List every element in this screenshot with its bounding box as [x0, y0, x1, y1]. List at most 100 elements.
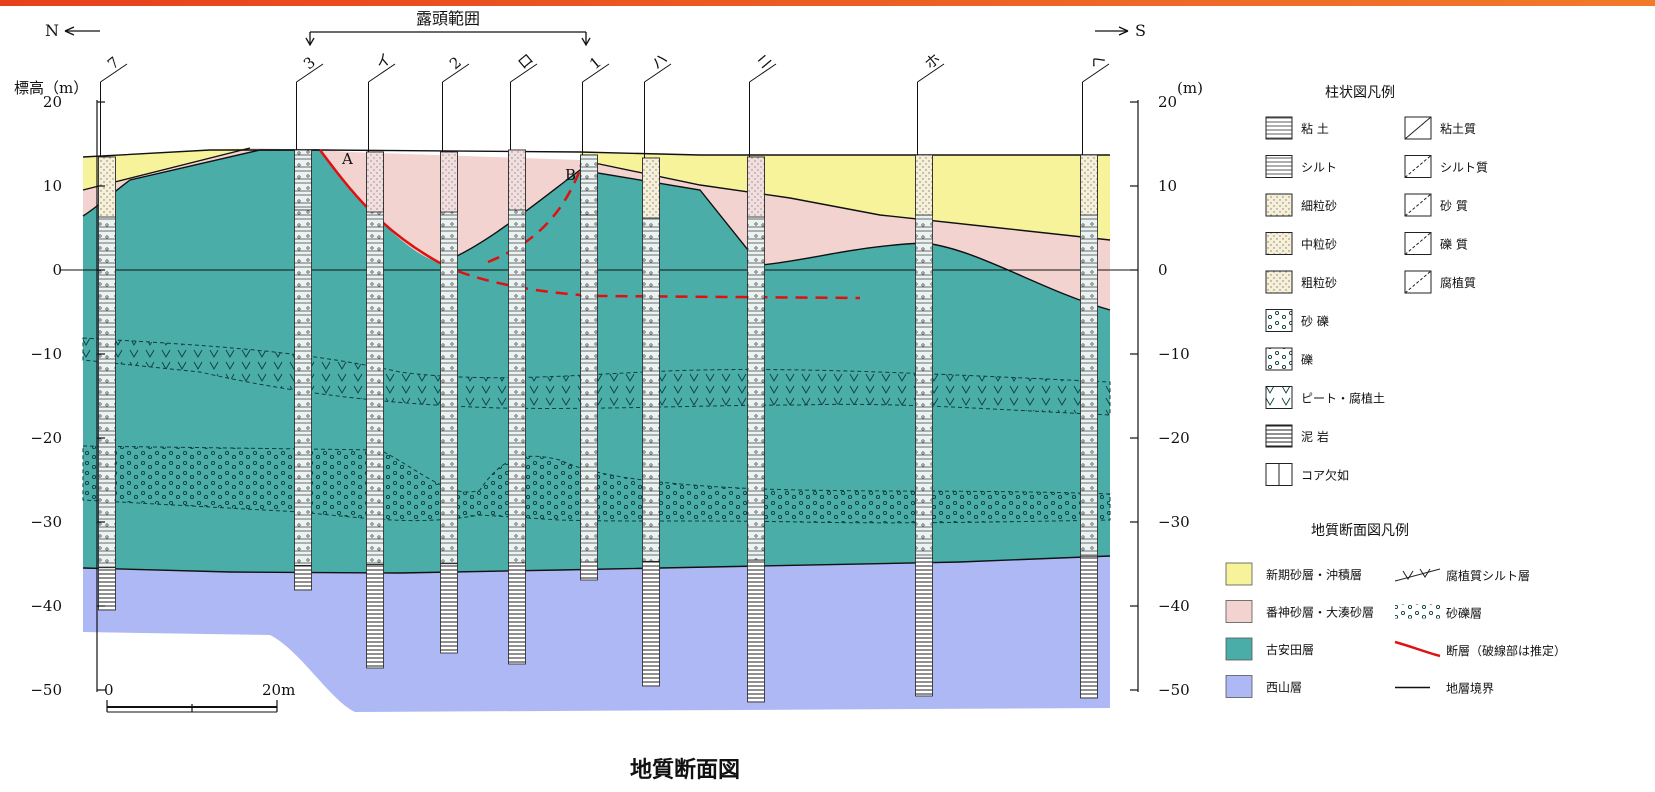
borehole-leader-slant: [100, 63, 128, 83]
north-arrow-icon: [64, 26, 100, 36]
borehole-leader-slant: [582, 63, 610, 83]
fault-label-b: B: [565, 166, 576, 184]
borehole-leader-slant: [1082, 63, 1110, 83]
borehole-column-core: [294, 149, 312, 566]
borehole-label: ハ: [648, 50, 671, 73]
left-tick-label: −50: [30, 681, 62, 699]
left-tick-label: −10: [30, 345, 62, 363]
legend-modifier-diagonal: [1404, 155, 1432, 178]
legend-column-swatch: [1265, 309, 1293, 332]
legend-column-swatch: [1265, 193, 1293, 217]
legend-column-item: 中粒砂: [1265, 232, 1337, 255]
borehole-column-core: [440, 151, 458, 565]
legend-column-swatch: [1265, 232, 1293, 255]
legend-unit-swatch: [1225, 637, 1253, 661]
right-tick-label: 20: [1158, 93, 1177, 111]
borehole-column-core: [508, 149, 526, 564]
y-axis-title-left: 標高（m）: [14, 79, 88, 97]
legend-symbol-item: 断層（破線部は推定）: [1394, 640, 1566, 658]
y-axis-title-right: (m): [1177, 79, 1203, 97]
left-tick-label: −20: [30, 429, 62, 447]
legend-column-swatch: [1265, 347, 1293, 371]
legend-column-item: 砂 礫: [1265, 309, 1329, 332]
borehole-5: ロ: [508, 50, 538, 665]
outcrop-range-label: 露頭範囲: [416, 9, 480, 28]
legend-column-label: ピート・腐植土: [1301, 391, 1385, 406]
legend-column-label: シルト: [1301, 161, 1337, 175]
legend-column-item: 礫: [1265, 347, 1313, 371]
borehole-column-upper: [294, 149, 312, 211]
legend-modifier-label: 腐植質: [1440, 275, 1476, 290]
legend-unit-item: 古安田層: [1225, 637, 1314, 661]
legend-column-label: 泥 岩: [1301, 429, 1329, 444]
borehole-leader-slant: [644, 63, 672, 83]
north-label: N: [45, 21, 59, 40]
figure-caption: 地質断面図: [629, 758, 740, 783]
legend-unit-item: 西山層: [1225, 675, 1302, 698]
legend-column-item: コア欠如: [1265, 463, 1349, 486]
left-tick-label: 0: [52, 261, 62, 279]
legend-symbol-label: 断層（破線部は推定）: [1446, 643, 1566, 658]
borehole-leader-slant: [510, 63, 538, 83]
borehole-column-upper: [642, 157, 660, 219]
legend-modifier-label: シルト質: [1440, 160, 1488, 175]
legend-column-swatch: [1265, 270, 1293, 294]
borehole-label: 7: [104, 53, 123, 73]
borehole-column-core: [580, 154, 598, 563]
borehole-label: ホ: [921, 50, 944, 73]
borehole-label: イ: [372, 50, 395, 73]
legend-symbol-item: 砂礫層: [1395, 604, 1482, 621]
left-axis-ticks: 20 10 0 −10 −20 −30 −40 −50: [30, 93, 105, 699]
legend-column-label: 粗粒砂: [1301, 275, 1337, 290]
right-tick-label: 10: [1158, 177, 1177, 195]
borehole-4: 2: [440, 53, 470, 654]
borehole-label: ニ: [753, 50, 776, 73]
legend-symbol-item: 腐植質シルト層: [1394, 568, 1530, 583]
borehole-leader-slant: [368, 63, 396, 83]
legend-modifier-diagonal: [1404, 116, 1432, 140]
legend-column-title: 柱状図凡例: [1325, 85, 1395, 101]
legend-column-label: 粘 土: [1301, 121, 1329, 136]
borehole-7: ハ: [642, 50, 672, 687]
legend-unit-label: 番神砂層・大湊砂層: [1266, 606, 1374, 620]
borehole-column-core: [915, 154, 933, 559]
borehole-leader-slant: [749, 63, 777, 83]
scale-label-start: 0: [104, 681, 114, 699]
legend-column-swatch: [1265, 155, 1293, 178]
scale-label-end: 20m: [262, 681, 295, 699]
borehole-leader-slant: [442, 63, 470, 83]
borehole-label: 3: [300, 53, 319, 73]
legend-modifier-label: 粘土質: [1440, 121, 1476, 136]
legend-modifier-item: シルト質: [1404, 155, 1488, 178]
legend-symbol-label: 腐植質シルト層: [1446, 568, 1530, 583]
legend-column-item: 粘 土: [1265, 116, 1329, 140]
legend-modifier-item: 粘土質: [1404, 116, 1476, 140]
legend-column-swatch: [1265, 424, 1293, 448]
right-tick-label: −30: [1158, 513, 1190, 531]
borehole-column-core: [642, 157, 660, 562]
left-tick-label: 20: [43, 93, 62, 111]
legend-modifier-diagonal: [1404, 232, 1432, 255]
layer-nishiyama: [83, 556, 1110, 712]
borehole-label: ロ: [514, 50, 537, 73]
legend-unit-swatch: [1225, 600, 1253, 623]
borehole-column-upper: [508, 149, 526, 211]
right-tick-label: 0: [1158, 261, 1168, 279]
borehole-column-mudstone: [642, 560, 660, 687]
borehole-column-upper: [1080, 154, 1098, 216]
borehole-column-upper: [580, 154, 598, 216]
borehole-8: ニ: [747, 50, 777, 703]
borehole-column-mudstone: [508, 562, 526, 665]
borehole-2: 3: [294, 53, 324, 591]
legend-modifier-diagonal: [1404, 270, 1432, 294]
legend-column-item: シルト: [1265, 155, 1337, 178]
legend-column-swatch: [1265, 386, 1293, 409]
legend-fault-symbol: [1394, 640, 1441, 658]
borehole-columns: 7 3 イ 2 ロ 1 ハ ニ ホ ヘ: [98, 50, 1110, 703]
legend-modifier-label: 砂 質: [1440, 198, 1468, 213]
borehole-10: ヘ: [1080, 50, 1110, 699]
borehole-column-core: [747, 156, 765, 561]
legend-column-label: コア欠如: [1301, 468, 1349, 483]
